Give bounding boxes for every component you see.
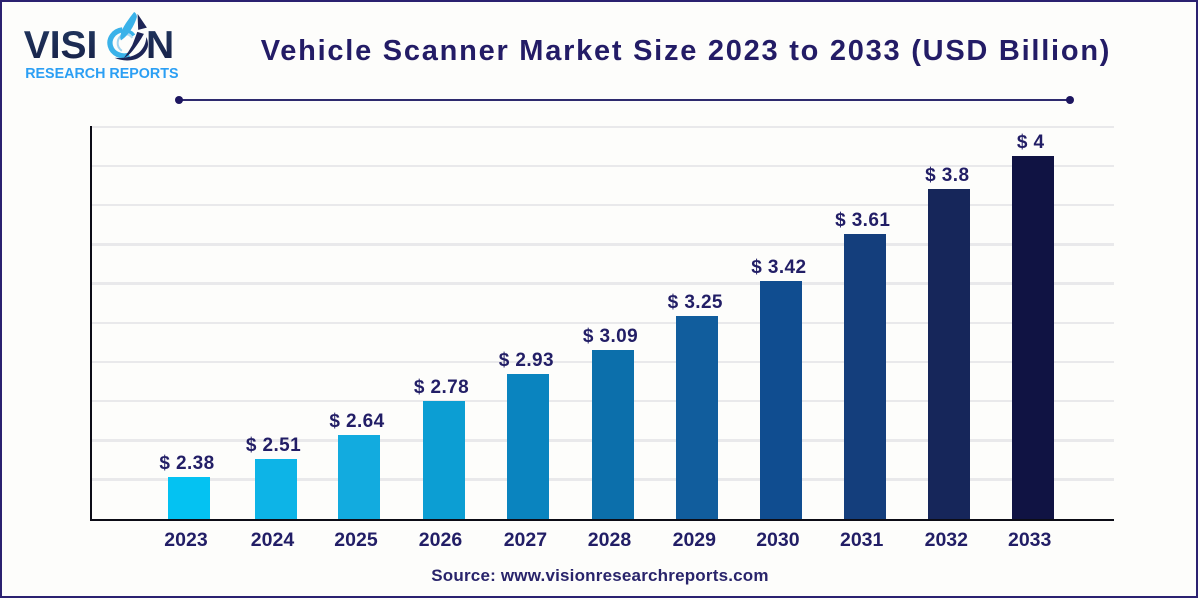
svg-text:VISI: VISI: [24, 24, 98, 67]
svg-text:N: N: [146, 24, 174, 67]
svg-text:RESEARCH REPORTS: RESEARCH REPORTS: [25, 66, 178, 82]
